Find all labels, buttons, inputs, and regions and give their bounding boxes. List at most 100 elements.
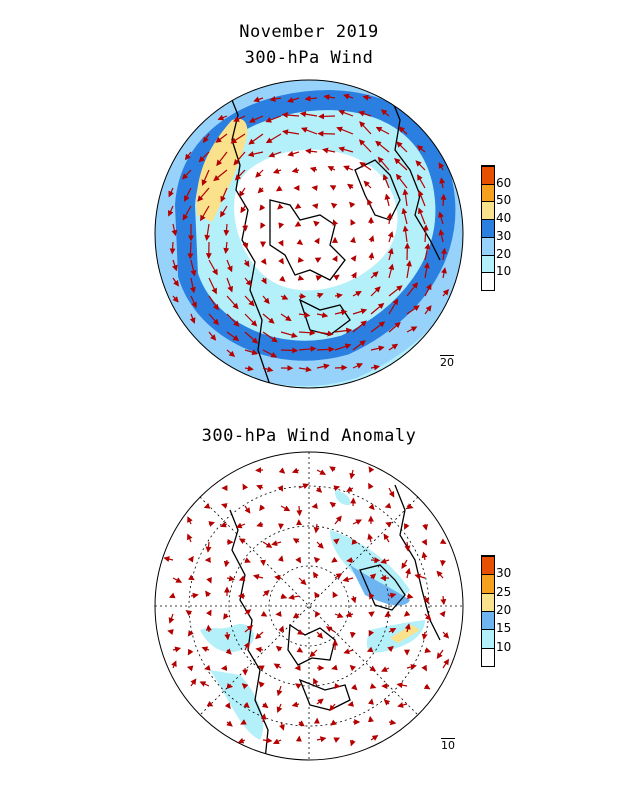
wind-vector-arrow [292, 612, 300, 619]
wind-vector-arrow [334, 612, 344, 618]
wind-vector-arrow [187, 629, 194, 637]
wind-vector-arrow [186, 665, 194, 672]
bottom-colorbar-segment [482, 629, 494, 648]
bottom-colorbar-segment [482, 556, 494, 575]
wind-vector-arrow [333, 274, 340, 281]
top-colorbar-segment [482, 254, 494, 273]
wind-vector-arrow [197, 187, 210, 202]
wind-vector-arrow [280, 294, 289, 300]
wind-vector-arrow [198, 151, 210, 163]
wind-vector-arrow [223, 223, 230, 237]
wind-vector-arrow [206, 576, 212, 584]
map-month-title: November 2019 [239, 22, 379, 42]
wind-vector-arrow [208, 295, 219, 311]
wind-vector-arrow [163, 556, 174, 563]
wind-vector-arrow [334, 515, 342, 525]
wind-vector-arrow [172, 295, 179, 303]
wind-vector-arrow [262, 313, 275, 324]
wind-vector-arrow [315, 610, 321, 618]
wind-vector-arrow [261, 277, 267, 285]
bottom-colorbar-label: 30 [496, 566, 512, 581]
wind-vector-arrow [226, 331, 240, 341]
wind-vector-arrow [350, 255, 357, 262]
wind-vector-arrow [383, 699, 391, 706]
wind-vector-arrow [422, 224, 429, 243]
wind-vector-arrow [333, 538, 340, 545]
wind-vector-arrow [260, 713, 267, 723]
wind-vector-arrow [316, 292, 324, 299]
wind-vector-arrow [424, 647, 432, 653]
wind-vector-arrow [298, 720, 305, 727]
wind-vector-arrow [370, 286, 381, 297]
wind-vector-arrow [316, 363, 330, 370]
wind-vector-arrow [208, 259, 218, 276]
wind-vector-arrow [208, 331, 217, 341]
wind-vector-arrow [388, 285, 403, 297]
wind-vector-arrow [262, 737, 273, 744]
wind-vector-arrow [184, 151, 192, 161]
wind-vector-arrow [352, 363, 363, 369]
wind-vector-arrow [238, 187, 246, 198]
wind-vector-arrow [190, 678, 197, 687]
wind-vector-arrow [205, 590, 212, 598]
wind-vector-arrow [329, 703, 336, 712]
wind-vector-arrow [352, 320, 367, 333]
wind-vector-arrow [256, 484, 264, 491]
wind-vector-arrow [213, 169, 228, 182]
wind-vector-arrow [184, 187, 192, 202]
wind-vector-arrow [244, 313, 258, 327]
wind-vector-arrow [205, 624, 212, 633]
wind-vector-arrow [275, 645, 283, 652]
wind-vector-arrow [421, 631, 428, 641]
wind-vector-arrow [190, 259, 197, 277]
wind-vector-arrow [343, 93, 354, 100]
wind-vector-arrow [242, 223, 249, 232]
wind-vector-arrow [436, 649, 444, 659]
wind-vector-arrow [436, 570, 444, 579]
wind-vector-arrow [369, 683, 377, 689]
wind-vector-arrow [316, 330, 334, 337]
wind-vector-arrow [351, 538, 358, 545]
wind-vector-arrow [349, 201, 356, 209]
wind-vector-arrow [316, 631, 324, 639]
wind-vector-arrow [244, 349, 259, 356]
wind-vector-arrow [370, 364, 381, 371]
wind-vector-arrow [262, 349, 278, 358]
wind-vector-arrow [421, 538, 428, 546]
wind-vector-arrow [298, 577, 307, 586]
wind-vector-arrow [278, 222, 285, 229]
wind-vector-arrow [206, 700, 214, 707]
wind-vector-arrow [366, 646, 374, 653]
wind-vector-arrow [189, 313, 196, 324]
wind-vector-arrow [375, 126, 390, 135]
wind-vector-arrow [296, 239, 304, 245]
wind-vector-arrow [237, 737, 246, 744]
wind-vector-arrow [298, 329, 316, 336]
wind-vector-arrow [387, 645, 394, 653]
bottom-map-title: 300-hPa Wind Anomaly [201, 426, 417, 446]
wind-vector-arrow [247, 151, 264, 158]
wind-vector-arrow [291, 167, 300, 174]
wind-vector-arrow [439, 610, 446, 618]
wind-vector-arrow [414, 573, 426, 580]
wind-vector-arrow [334, 573, 343, 579]
wind-vector-arrow [217, 114, 228, 121]
wind-vector-arrow [369, 593, 375, 600]
wind-vector-arrow [352, 340, 366, 351]
wind-anomaly-vectors [163, 466, 450, 747]
wind-vector-arrow [343, 648, 354, 655]
wind-vector-arrow [297, 256, 305, 263]
wind-vector-arrow [298, 311, 311, 318]
wind-vector-arrow [226, 313, 240, 327]
wind-vector-arrow [172, 577, 183, 583]
wind-vector-arrow [277, 485, 283, 492]
wind-vector-arrow [442, 289, 450, 297]
wind-vector-arrow [315, 486, 323, 493]
wind-vector-arrow [368, 235, 375, 243]
wind-vector-arrow [259, 504, 266, 512]
wind-vector-arrow [314, 591, 321, 599]
top-reference-vector-label: 20 [440, 356, 454, 369]
wind-vector-arrow [220, 205, 228, 218]
wind-vector-arrow [334, 309, 348, 316]
wind-vector-arrow [171, 259, 178, 272]
